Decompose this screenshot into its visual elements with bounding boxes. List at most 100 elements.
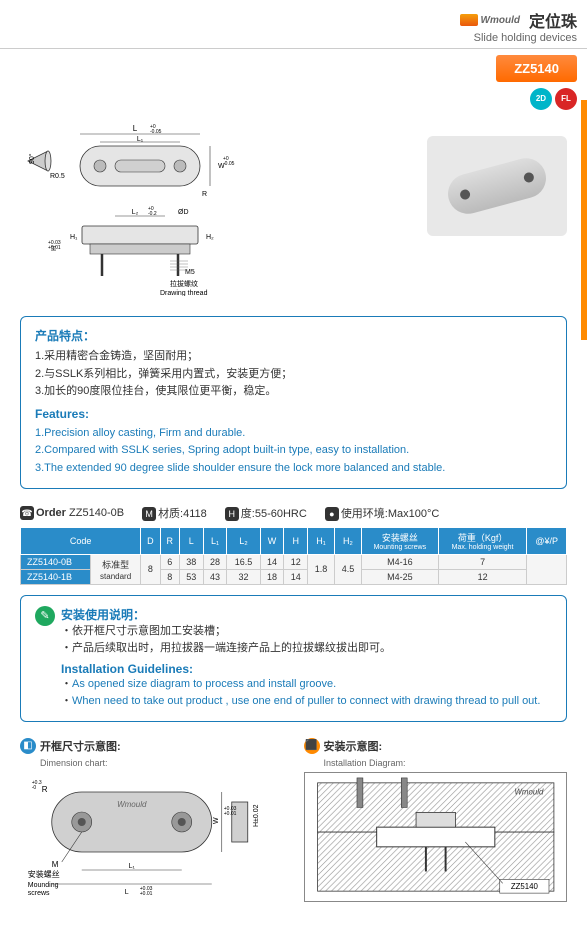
- svg-text:L₂: L₂: [132, 209, 139, 216]
- svg-text:L: L: [125, 889, 129, 896]
- td: 53: [179, 569, 203, 584]
- features-title-cn: 产品特点：: [35, 327, 552, 344]
- td: 12: [284, 554, 308, 569]
- install-cn-item: 产品后续取出时，用拉拔器一端连接产品上的拉拔螺纹拔出即可。: [61, 640, 552, 658]
- product-photo: [427, 136, 567, 236]
- svg-text:Wmould: Wmould: [514, 788, 543, 797]
- inst-diag-box: Wmould ZZ5140: [304, 772, 568, 902]
- th: L₂: [227, 527, 260, 554]
- th: 安装螺丝Mounting screws: [361, 527, 438, 554]
- svg-text:L₁: L₁: [137, 136, 144, 143]
- brand-logo-icon: [460, 14, 478, 26]
- feat-cn-item: 2.与SSLK系列相比，弹簧采用内置式，安装更方便；: [35, 366, 552, 384]
- svg-text:R0.5: R0.5: [50, 173, 65, 180]
- td-code: ZZ5140-0B: [21, 554, 91, 569]
- svg-text:screws: screws: [28, 890, 50, 897]
- feat-en-item: 2.Compared with SSLK series, Spring adop…: [35, 442, 552, 460]
- brand-block: Wmould 定位珠 Slide holding devices: [460, 8, 577, 44]
- dim-title-en: Dimension chart:: [40, 758, 284, 768]
- features-box: 产品特点： 1.采用精密合金铸造，坚固耐用； 2.与SSLK系列相比，弹簧采用内…: [20, 316, 567, 489]
- td: 38: [179, 554, 203, 569]
- td: 16.5: [227, 554, 260, 569]
- svg-text:H₁: H₁: [70, 234, 78, 241]
- svg-text:ZZ5140: ZZ5140: [510, 882, 538, 891]
- td: 1.8: [308, 554, 335, 584]
- th: W: [260, 527, 284, 554]
- table-body: ZZ5140-0B 标准型standard 8 6 38 28 16.5 14 …: [21, 554, 567, 584]
- install-cn-item: 依开框尺寸示意图加工安装槽；: [61, 623, 552, 641]
- install-title-en: Installation Guidelines:: [61, 662, 552, 676]
- order-label: Order: [36, 507, 66, 519]
- env-label: 使用环境:: [341, 508, 388, 520]
- features-list-cn: 1.采用精密合金铸造，坚固耐用； 2.与SSLK系列相比，弹簧采用内置式，安装更…: [35, 348, 552, 401]
- env-icon: ●: [325, 507, 339, 521]
- th-code: Code: [21, 527, 141, 554]
- td: [527, 554, 567, 584]
- td: 7: [438, 554, 527, 569]
- th: H₂: [335, 527, 362, 554]
- env-value: Max100°C: [388, 508, 439, 520]
- brand-name: Wmould: [481, 15, 520, 26]
- svg-text:Wmould: Wmould: [117, 800, 147, 809]
- th: 荷重（Kgf）Max. holding weight: [438, 527, 527, 554]
- h-icon: H: [225, 507, 239, 521]
- svg-text:Drawing thread: Drawing thread: [160, 290, 208, 296]
- td: M4-25: [361, 569, 438, 584]
- install-en-item: When need to take out product , use one …: [61, 693, 552, 711]
- svg-text:-0.2: -0.2: [148, 211, 157, 217]
- badge-area: ZZ5140 2D FL: [0, 49, 587, 116]
- th: D: [141, 527, 160, 554]
- install-title-cn: 安装使用说明：: [61, 606, 552, 623]
- install-list-cn: 依开框尺寸示意图加工安装槽； 产品后续取出时，用拉拔器一端连接产品上的拉拔螺纹拔…: [61, 623, 552, 658]
- feat-en-item: 1.Precision alloy casting, Firm and dura…: [35, 425, 552, 443]
- feat-cn-item: 3.加长的90度限位挂台，使其限位更平衡，稳定。: [35, 383, 552, 401]
- svg-text:-0.05: -0.05: [223, 161, 235, 167]
- order-example: ZZ5140-0B: [69, 507, 124, 519]
- order-line: ☎Order ZZ5140-0B M材质:4118 H度:55-60HRC ●使…: [0, 499, 587, 527]
- badge-fl: FL: [555, 88, 577, 110]
- svg-text:拉拔螺纹: 拉拔螺纹: [170, 279, 198, 288]
- td: 28: [203, 554, 227, 569]
- th: R: [160, 527, 179, 554]
- td: 4.5: [335, 554, 362, 584]
- title-cn: 定位珠: [529, 8, 577, 32]
- table-head: Code D R L L₁ L₂ W H H₁ H₂ 安装螺丝Mounting …: [21, 527, 567, 554]
- features-list-en: 1.Precision alloy casting, Firm and dura…: [35, 425, 552, 478]
- td: 标准型standard: [91, 554, 141, 584]
- install-list-en: As opened size diagram to process and in…: [61, 676, 552, 711]
- product-code-badge: ZZ5140: [496, 55, 577, 82]
- svg-text:Mounding: Mounding: [28, 882, 59, 889]
- svg-text:-0: -0: [32, 785, 37, 791]
- badge-2d: 2D: [530, 88, 552, 110]
- side-stripe: [581, 100, 587, 340]
- svg-text:+0.01: +0.01: [48, 245, 61, 251]
- dim-header: ◧ 开框尺寸示意图:: [20, 738, 284, 754]
- td: 43: [203, 569, 227, 584]
- features-title-en: Features:: [35, 407, 552, 421]
- hardness-block: H度:55-60HRC: [225, 505, 307, 521]
- m-value: 4118: [183, 508, 207, 520]
- inst-icon: ⬛: [304, 738, 320, 754]
- svg-text:+0.01: +0.01: [224, 811, 237, 817]
- photo-render: [444, 154, 551, 219]
- th: L₁: [203, 527, 227, 554]
- td: 8: [160, 569, 179, 584]
- svg-text:90°: 90°: [28, 153, 36, 164]
- brand-logo: Wmould 定位珠: [460, 8, 577, 32]
- td: 6: [160, 554, 179, 569]
- svg-text:R: R: [42, 785, 48, 794]
- th: H₁: [308, 527, 335, 554]
- h-label: 度:: [241, 508, 255, 520]
- svg-text:L: L: [133, 124, 138, 133]
- inst-header: ⬛ 安装示意图:: [304, 738, 568, 754]
- td: 32: [227, 569, 260, 584]
- m-label: 材质:: [158, 508, 183, 520]
- svg-text:H±0.02: H±0.02: [253, 804, 260, 827]
- th: L: [179, 527, 203, 554]
- installation-diagram-block: ⬛ 安装示意图: Installation Diagram:: [304, 738, 568, 905]
- svg-text:+0.01: +0.01: [140, 891, 153, 897]
- td: 18: [260, 569, 284, 584]
- dim-chart-svg: Wmould R +0.3 -0 M 安装螺丝 Mounding screws …: [20, 772, 284, 902]
- phone-icon: ☎: [20, 506, 34, 520]
- svg-text:M: M: [52, 860, 59, 869]
